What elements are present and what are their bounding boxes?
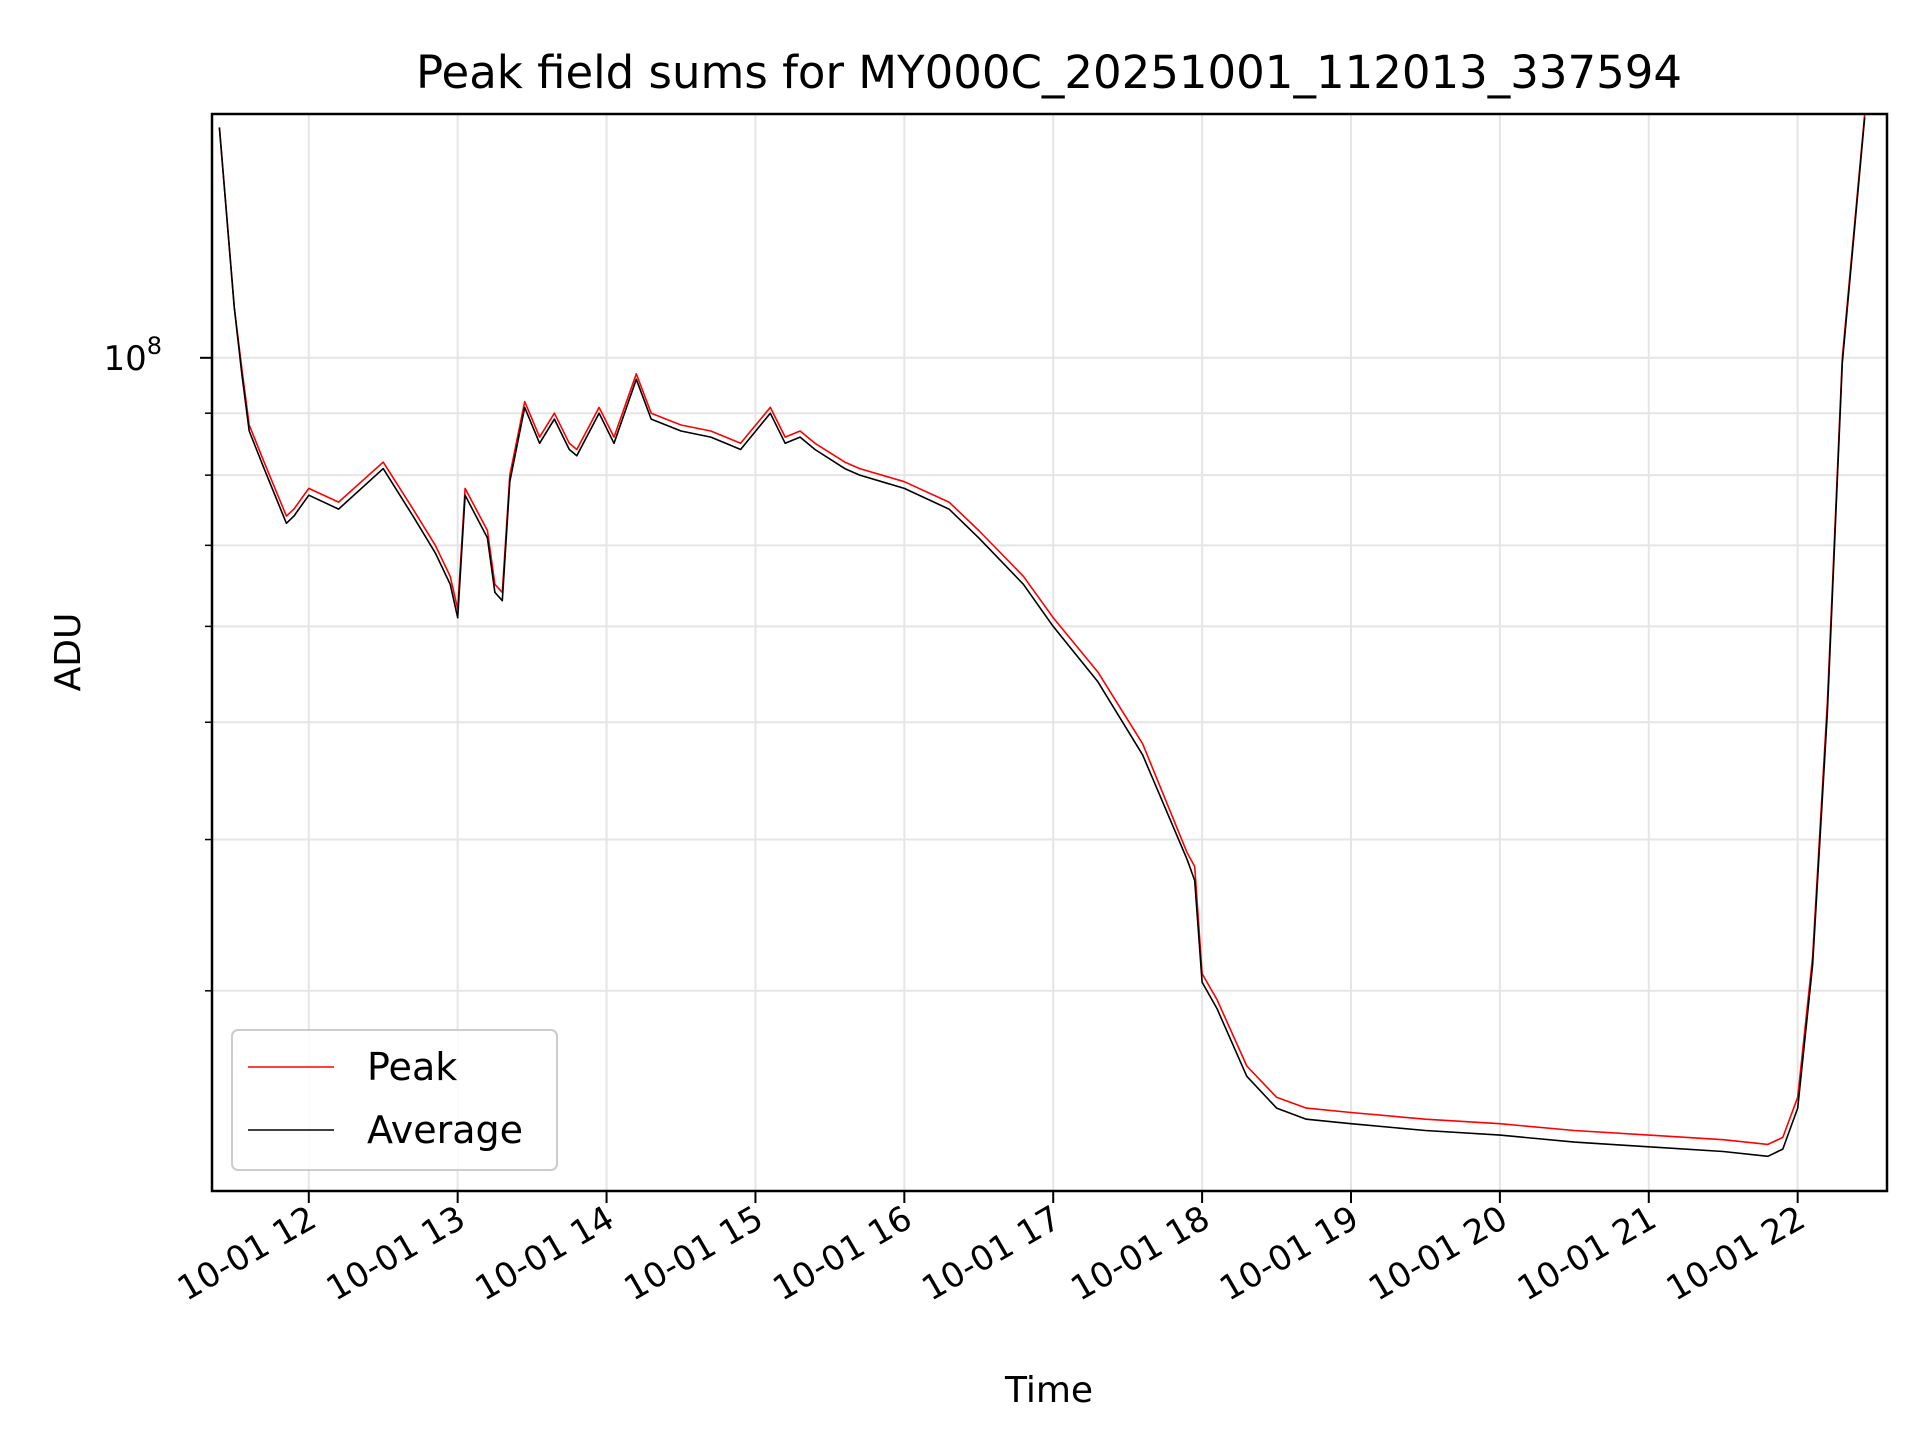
series-line-average <box>218 117 1866 1158</box>
y-tick-base: 10 <box>103 339 146 379</box>
legend-label-average: Average <box>367 1108 523 1152</box>
plot-series <box>218 114 1866 1158</box>
legend: Peak Average <box>231 1029 558 1171</box>
grid <box>212 114 1887 1191</box>
legend-label-peak: Peak <box>367 1045 457 1089</box>
y-tick-label: 108 <box>103 332 162 379</box>
y-axis-label: ADU <box>48 613 89 692</box>
x-axis-label: Time <box>1004 1370 1093 1411</box>
plot-frame <box>210 112 1889 1193</box>
chart-title: Peak field sums for MY000C_20251001_1120… <box>416 46 1682 99</box>
series-line-peak <box>218 114 1866 1146</box>
y-tick-exponent: 8 <box>147 332 162 360</box>
legend-box <box>231 1029 558 1171</box>
